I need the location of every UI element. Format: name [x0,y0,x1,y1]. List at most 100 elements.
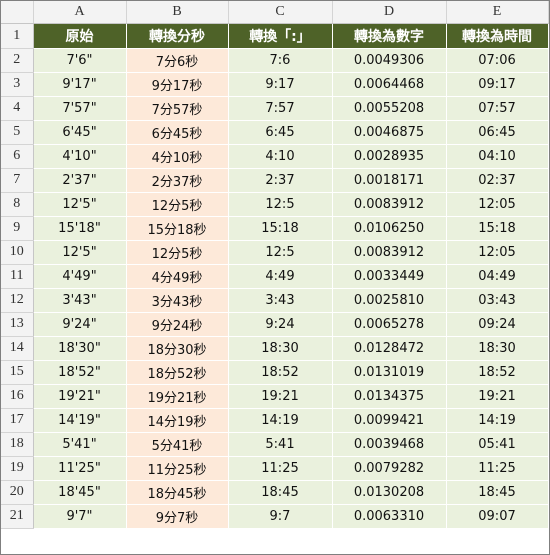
row-header[interactable]: 14 [1,336,34,361]
cell-original[interactable]: 4'49" [33,264,127,289]
cell-colon[interactable]: 6:45 [228,120,333,145]
column-header-a[interactable]: A [33,1,127,24]
cell-number[interactable]: 0.0083912 [332,240,447,265]
row-header[interactable]: 10 [1,240,34,265]
column-header-c[interactable]: C [228,1,333,24]
cell-time[interactable]: 11:25 [446,456,549,481]
select-all-corner[interactable] [1,1,34,24]
cell-colon[interactable]: 15:18 [228,216,333,241]
cell-min-sec[interactable]: 18分45秒 [126,480,229,505]
cell-time[interactable]: 09:17 [446,72,549,97]
cell-min-sec[interactable]: 9分24秒 [126,312,229,337]
cell-colon[interactable]: 7:6 [228,48,333,73]
cell-number[interactable]: 0.0065278 [332,312,447,337]
cell-colon[interactable]: 19:21 [228,384,333,409]
row-header[interactable]: 2 [1,48,34,73]
column-header-d[interactable]: D [332,1,447,24]
cell-original[interactable]: 14'19" [33,408,127,433]
cell-number[interactable]: 0.0083912 [332,192,447,217]
cell-original[interactable]: 18'45" [33,480,127,505]
cell-number[interactable]: 0.0046875 [332,120,447,145]
cell-time[interactable]: 07:06 [446,48,549,73]
cell-number[interactable]: 0.0134375 [332,384,447,409]
cell-time[interactable]: 15:18 [446,216,549,241]
cell-original[interactable]: 2'37" [33,168,127,193]
row-header[interactable]: 16 [1,384,34,409]
cell-time[interactable]: 04:10 [446,144,549,169]
cell-time[interactable]: 09:07 [446,504,549,529]
cell-number[interactable]: 0.0106250 [332,216,447,241]
cell-colon[interactable]: 5:41 [228,432,333,457]
cell-colon[interactable]: 9:7 [228,504,333,529]
cell-original[interactable]: 19'21" [33,384,127,409]
cell-colon[interactable]: 2:37 [228,168,333,193]
cell-time[interactable]: 06:45 [446,120,549,145]
cell-min-sec[interactable]: 12分5秒 [126,240,229,265]
column-header-b[interactable]: B [126,1,229,24]
cell-number[interactable]: 0.0130208 [332,480,447,505]
cell-time[interactable]: 18:45 [446,480,549,505]
row-header[interactable]: 20 [1,480,34,505]
cell-time[interactable]: 04:49 [446,264,549,289]
cell-min-sec[interactable]: 9分7秒 [126,504,229,529]
row-header[interactable]: 9 [1,216,34,241]
cell-original[interactable]: 12'5" [33,192,127,217]
cell-time[interactable]: 02:37 [446,168,549,193]
cell-number[interactable]: 0.0099421 [332,408,447,433]
row-header[interactable]: 1 [1,23,34,49]
cell-time[interactable]: 14:19 [446,408,549,433]
cell-time[interactable]: 18:52 [446,360,549,385]
cell-original[interactable]: 7'57" [33,96,127,121]
cell-colon[interactable]: 4:10 [228,144,333,169]
row-header[interactable]: 7 [1,168,34,193]
cell-time[interactable]: 12:05 [446,192,549,217]
cell-min-sec[interactable]: 15分18秒 [126,216,229,241]
cell-time[interactable]: 07:57 [446,96,549,121]
cell-colon[interactable]: 12:5 [228,192,333,217]
header-cell-time[interactable]: 轉換為時間 [446,23,549,49]
cell-time[interactable]: 19:21 [446,384,549,409]
cell-number[interactable]: 0.0128472 [332,336,447,361]
cell-colon[interactable]: 18:45 [228,480,333,505]
cell-original[interactable]: 9'24" [33,312,127,337]
cell-min-sec[interactable]: 2分37秒 [126,168,229,193]
row-header[interactable]: 15 [1,360,34,385]
cell-min-sec[interactable]: 4分49秒 [126,264,229,289]
cell-colon[interactable]: 18:52 [228,360,333,385]
cell-min-sec[interactable]: 5分41秒 [126,432,229,457]
cell-number[interactable]: 0.0039468 [332,432,447,457]
cell-original[interactable]: 11'25" [33,456,127,481]
cell-original[interactable]: 4'10" [33,144,127,169]
row-header[interactable]: 8 [1,192,34,217]
cell-number[interactable]: 0.0131019 [332,360,447,385]
header-cell-min-sec[interactable]: 轉換分秒 [126,23,229,49]
header-cell-number[interactable]: 轉換為數字 [332,23,447,49]
cell-number[interactable]: 0.0079282 [332,456,447,481]
row-header[interactable]: 21 [1,504,34,529]
cell-time[interactable]: 12:05 [446,240,549,265]
cell-time[interactable]: 05:41 [446,432,549,457]
cell-min-sec[interactable]: 18分52秒 [126,360,229,385]
cell-colon[interactable]: 4:49 [228,264,333,289]
row-header[interactable]: 6 [1,144,34,169]
cell-min-sec[interactable]: 6分45秒 [126,120,229,145]
cell-time[interactable]: 09:24 [446,312,549,337]
cell-original[interactable]: 18'30" [33,336,127,361]
cell-min-sec[interactable]: 11分25秒 [126,456,229,481]
cell-min-sec[interactable]: 9分17秒 [126,72,229,97]
row-header[interactable]: 3 [1,72,34,97]
cell-original[interactable]: 9'17" [33,72,127,97]
cell-original[interactable]: 7'6" [33,48,127,73]
cell-colon[interactable]: 9:24 [228,312,333,337]
cell-number[interactable]: 0.0064468 [332,72,447,97]
cell-number[interactable]: 0.0063310 [332,504,447,529]
cell-colon[interactable]: 18:30 [228,336,333,361]
cell-original[interactable]: 15'18" [33,216,127,241]
cell-original[interactable]: 18'52" [33,360,127,385]
cell-min-sec[interactable]: 14分19秒 [126,408,229,433]
cell-original[interactable]: 12'5" [33,240,127,265]
cell-number[interactable]: 0.0033449 [332,264,447,289]
cell-colon[interactable]: 11:25 [228,456,333,481]
cell-original[interactable]: 5'41" [33,432,127,457]
cell-min-sec[interactable]: 18分30秒 [126,336,229,361]
